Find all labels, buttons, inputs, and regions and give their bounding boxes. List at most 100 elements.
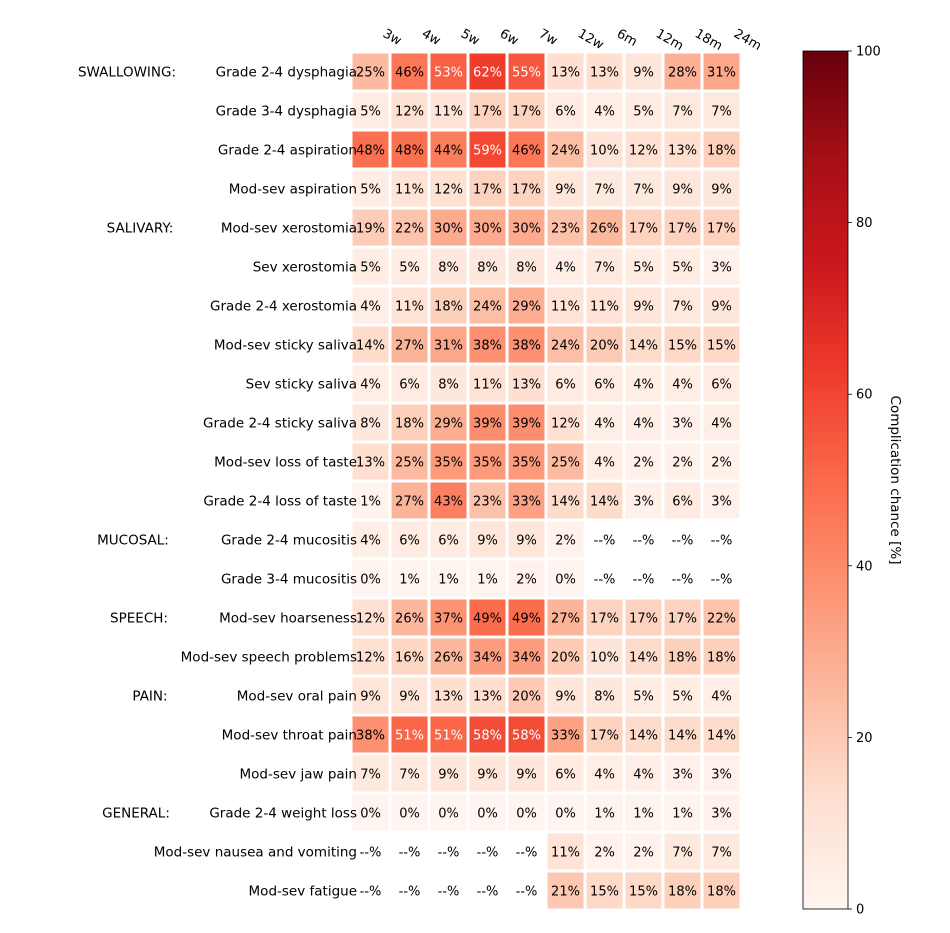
column-label: 5w — [458, 26, 482, 49]
heatmap-cell — [664, 716, 701, 753]
heatmap-cell — [547, 248, 584, 285]
cell-value-label: 5% — [672, 261, 693, 276]
cell-value-label: 0% — [360, 807, 381, 822]
heatmap-cell — [625, 365, 662, 402]
heatmap-cell — [664, 53, 701, 90]
heatmap-cell — [352, 287, 389, 324]
cell-value-label: 9% — [399, 690, 420, 705]
cell-value-label: 4% — [555, 261, 576, 276]
cell-value-label: 28% — [668, 66, 697, 81]
cell-value-label: 2% — [633, 456, 654, 471]
cell-value-label: 0% — [360, 573, 381, 588]
cell-value-label: 35% — [473, 456, 502, 471]
heatmap-cell — [586, 443, 623, 480]
heatmap-cell — [430, 53, 467, 90]
cell-value-label: 11% — [551, 300, 580, 315]
cell-value-label: 9% — [633, 66, 654, 81]
row-label: Mod-sev xerostomia — [221, 221, 357, 237]
cell-value-label: --% — [516, 885, 538, 900]
cell-value-label: 27% — [395, 495, 424, 510]
cell-value-label: 7% — [672, 846, 693, 861]
cell-value-label: 25% — [356, 66, 385, 81]
cell-value-label: 17% — [668, 222, 697, 237]
column-label: 6m — [614, 26, 640, 49]
cell-value-label: 3% — [672, 768, 693, 783]
cell-value-label: 11% — [395, 183, 424, 198]
cell-value-label: 24% — [551, 339, 580, 354]
cell-value-label: 4% — [360, 534, 381, 549]
heatmap-cell — [391, 560, 428, 597]
cell-value-label: 6% — [555, 105, 576, 120]
cell-value-label: 5% — [633, 261, 654, 276]
heatmap-cell — [586, 287, 623, 324]
colorbar-tick-label: 40 — [856, 559, 873, 574]
heatmap-cell — [352, 599, 389, 636]
cell-value-label: 8% — [477, 261, 498, 276]
cell-value-label: 9% — [360, 690, 381, 705]
heatmap-cell — [391, 638, 428, 675]
cell-value-label: 6% — [399, 378, 420, 393]
cell-value-label: 14% — [551, 495, 580, 510]
heatmap-cell — [508, 716, 545, 753]
heatmap-cell — [391, 326, 428, 363]
cell-value-label: 4% — [360, 378, 381, 393]
heatmap-cell — [508, 443, 545, 480]
cell-value-label: 1% — [594, 807, 615, 822]
heatmap-cell — [664, 794, 701, 831]
heatmap-cell — [352, 365, 389, 402]
heatmap-cell — [703, 365, 740, 402]
cell-value-label: 13% — [356, 456, 385, 471]
heatmap-cell — [625, 404, 662, 441]
cell-value-label: 17% — [473, 183, 502, 198]
heatmap-cell — [625, 482, 662, 519]
cell-value-label: --% — [633, 534, 655, 549]
cell-value-label: 17% — [707, 222, 736, 237]
cell-value-label: 31% — [434, 339, 463, 354]
heatmap-cell — [625, 872, 662, 909]
heatmap-cell — [391, 287, 428, 324]
cell-value-label: 4% — [360, 300, 381, 315]
heatmap-cell — [469, 521, 506, 558]
column-label: 3w — [380, 26, 404, 49]
cell-value-label: 7% — [399, 768, 420, 783]
cell-value-label: 31% — [707, 66, 736, 81]
row-label: Grade 2-4 dysphagia — [216, 65, 357, 81]
cell-value-label: 5% — [633, 690, 654, 705]
heatmap-cell — [352, 443, 389, 480]
cell-value-label: 58% — [473, 729, 502, 744]
heatmap-cell — [430, 131, 467, 168]
cell-value-label: 14% — [629, 651, 658, 666]
heatmap-cell — [703, 443, 740, 480]
cell-value-label: 7% — [672, 300, 693, 315]
heatmap-cell — [391, 209, 428, 246]
heatmap-cell — [391, 404, 428, 441]
heatmap-cell — [664, 482, 701, 519]
heatmap-cell — [508, 482, 545, 519]
heatmap-cell — [586, 638, 623, 675]
heatmap-cell — [625, 833, 662, 870]
heatmap-cell — [430, 404, 467, 441]
cell-value-label: 5% — [633, 105, 654, 120]
heatmap-cell — [469, 443, 506, 480]
cell-value-label: 7% — [594, 261, 615, 276]
cell-value-label: 44% — [434, 144, 463, 159]
cell-value-label: 5% — [672, 690, 693, 705]
heatmap-cell — [547, 170, 584, 207]
heatmap-cell — [508, 599, 545, 636]
heatmap-cell — [352, 170, 389, 207]
row-label: Mod-sev speech problems — [181, 650, 357, 666]
cell-value-label: 0% — [399, 807, 420, 822]
colorbar-label: Complication chance [%] — [887, 396, 903, 565]
heatmap-cell — [469, 92, 506, 129]
cell-value-label: 17% — [512, 183, 541, 198]
heatmap-cell — [703, 131, 740, 168]
cell-value-label: 0% — [555, 573, 576, 588]
cell-value-label: 18% — [707, 885, 736, 900]
heatmap-cell — [508, 755, 545, 792]
heatmap-cell — [547, 677, 584, 714]
heatmap-cell — [391, 53, 428, 90]
cell-value-label: 12% — [356, 651, 385, 666]
heatmap-cell — [508, 521, 545, 558]
cell-value-label: 4% — [594, 456, 615, 471]
cell-value-label: --% — [399, 885, 421, 900]
